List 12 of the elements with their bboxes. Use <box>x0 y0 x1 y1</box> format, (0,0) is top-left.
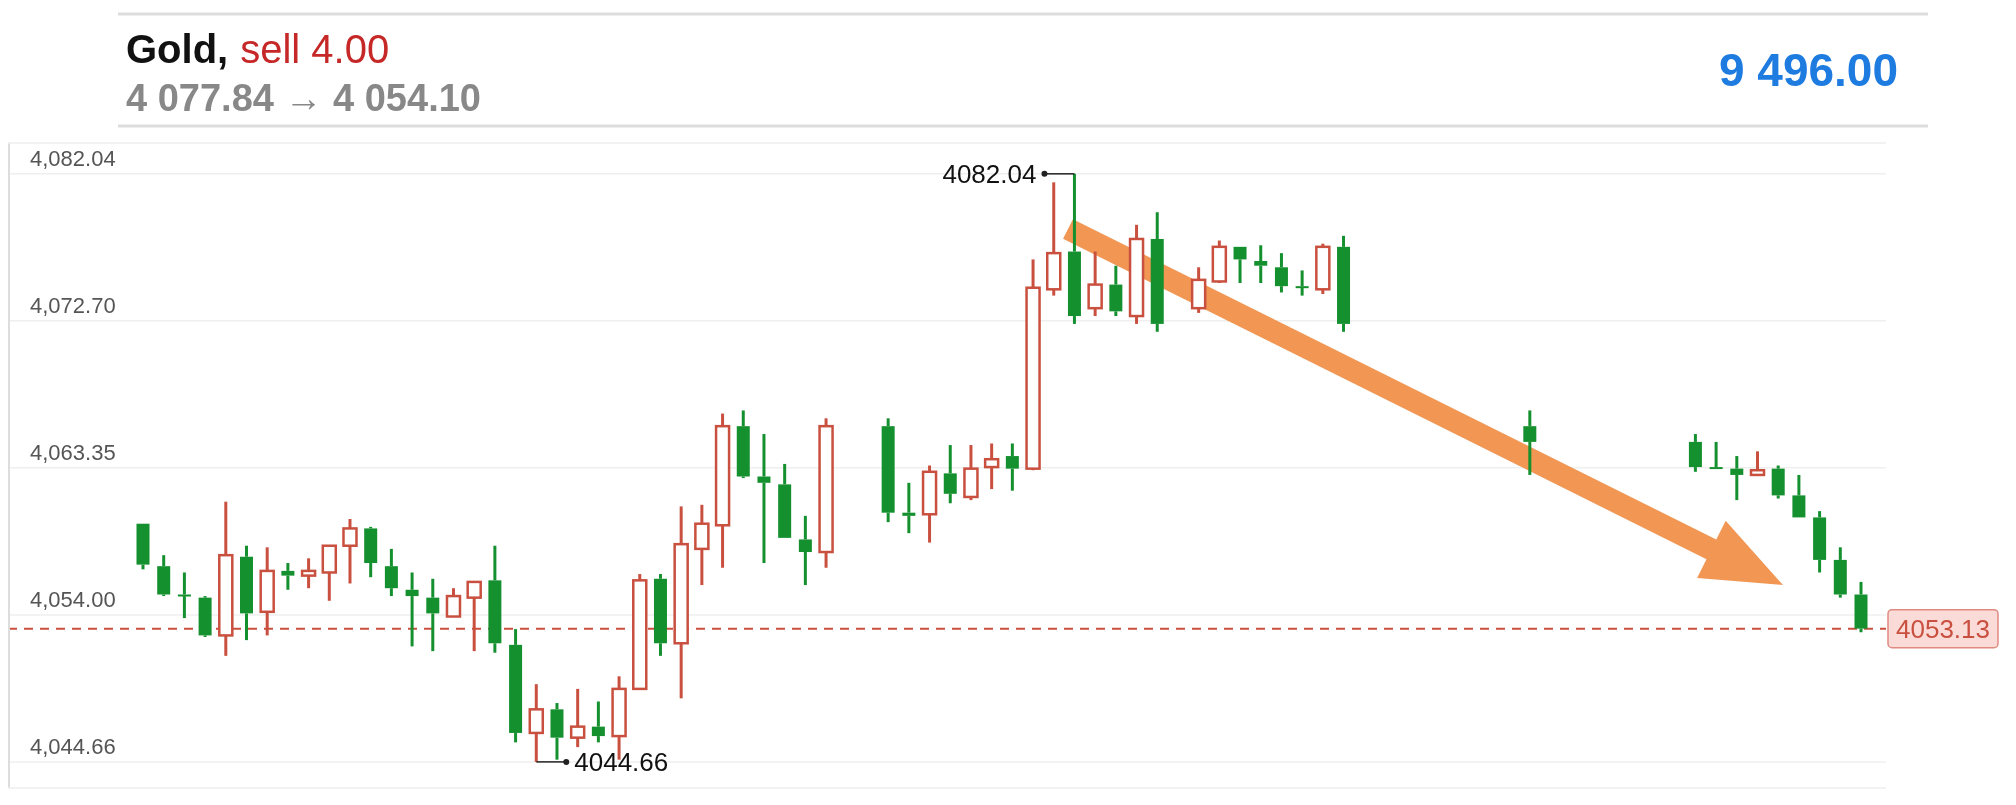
y-tick-label: 4,044.66 <box>30 733 116 759</box>
text: 9 496.00 <box>1718 44 1898 96</box>
annotation: 4082.04 <box>942 158 1037 189</box>
annotation: 4044.66 <box>574 746 669 777</box>
y-tick-label: 4,072.70 <box>30 292 116 318</box>
text: 4 077.84 → 4 054.10 <box>126 77 481 119</box>
text: Gold, <box>126 27 229 71</box>
y-tick-label: 4,054.00 <box>30 586 116 612</box>
y-tick-label: 4,063.35 <box>30 439 116 465</box>
ref-line-label: 4053.13 <box>1896 613 1990 644</box>
text: sell 4.00 <box>240 27 390 71</box>
y-tick-label: 4,082.04 <box>30 145 116 171</box>
